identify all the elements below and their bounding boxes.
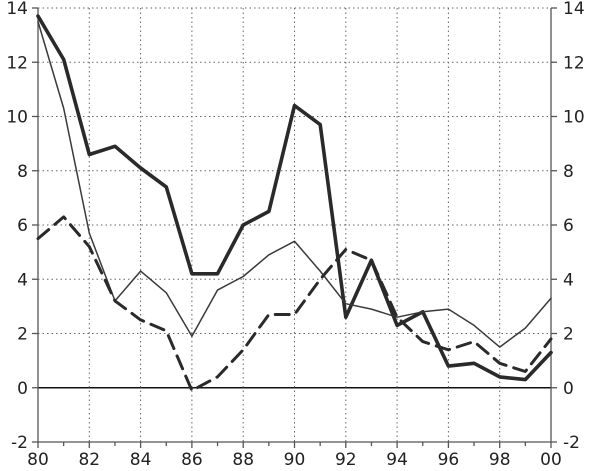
series-line-thick	[36, 14, 553, 382]
x-tick-label: 00	[540, 450, 562, 470]
y-tick-label-right: 10	[563, 108, 585, 128]
y-tick-label-left: 0	[17, 379, 28, 399]
x-tick-label: 80	[27, 450, 49, 470]
y-tick-label-left: 6	[17, 216, 28, 236]
y-tick-label-left: 4	[17, 270, 28, 290]
x-tick-label: 98	[489, 450, 511, 470]
x-tick-label: 86	[181, 450, 203, 470]
x-tick-label: 90	[284, 450, 306, 470]
y-tick-label-left: -2	[11, 433, 28, 453]
x-tick-label: 84	[130, 450, 152, 470]
x-tick-label: 94	[386, 450, 408, 470]
series-line-thin	[37, 20, 552, 348]
y-tick-label-right: -2	[563, 433, 580, 453]
y-tick-label-right: 6	[563, 216, 574, 236]
y-tick-label-right: 14	[563, 0, 585, 19]
y-tick-label-left: 2	[17, 325, 28, 345]
y-tick-label-left: 10	[6, 108, 28, 128]
x-tick-label: 88	[232, 450, 254, 470]
axes	[32, 7, 557, 448]
series-lines	[36, 14, 553, 392]
y-tick-label-right: 8	[563, 162, 574, 182]
y-tick-label-right: 2	[563, 325, 574, 345]
y-tick-label-left: 8	[17, 162, 28, 182]
x-tick-label: 96	[438, 450, 460, 470]
y-tick-label-right: 0	[563, 379, 574, 399]
y-tick-label-left: 12	[6, 53, 28, 73]
x-tick-label: 82	[78, 450, 100, 470]
y-tick-label-right: 12	[563, 53, 585, 73]
x-tick-label: 92	[335, 450, 357, 470]
series-line-dashed	[36, 215, 553, 392]
y-tick-label-right: 4	[563, 270, 574, 290]
gridlines	[38, 7, 551, 442]
y-tick-label-left: 14	[6, 0, 28, 19]
